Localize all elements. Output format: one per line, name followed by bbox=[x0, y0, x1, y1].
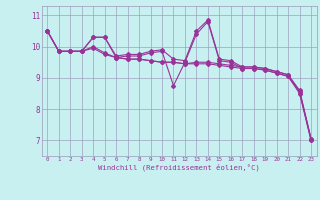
X-axis label: Windchill (Refroidissement éolien,°C): Windchill (Refroidissement éolien,°C) bbox=[98, 164, 260, 171]
